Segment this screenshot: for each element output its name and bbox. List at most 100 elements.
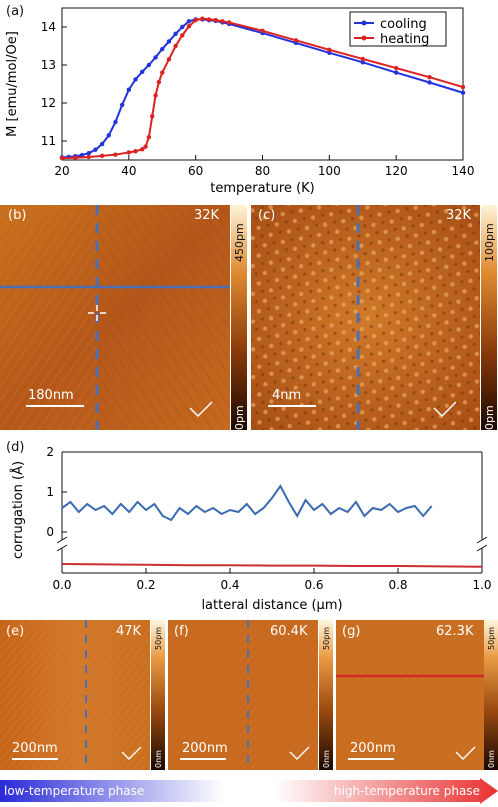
panel-f-scale-bar: [180, 758, 226, 760]
legend-box: [349, 11, 447, 47]
data-point-heating: [460, 84, 466, 90]
data-point-cooling: [133, 77, 138, 82]
data-point-heating: [143, 144, 148, 149]
x-tick-label: 0.8: [388, 578, 407, 592]
panel-e-scale-bar: [12, 758, 58, 760]
data-point-cooling: [119, 102, 125, 108]
data-point-heating: [166, 57, 172, 62]
data-point-heating: [206, 17, 212, 22]
y-tick-label: 11: [41, 134, 56, 148]
data-point-heating: [86, 154, 91, 160]
data-point-heating: [293, 38, 299, 43]
data-point-heating: [220, 19, 225, 24]
y-axis-title: M [emu/mol/Oe]: [5, 31, 20, 137]
data-point-cooling: [166, 39, 172, 44]
panel-g-cbar-bottom: 0nm: [487, 750, 496, 768]
panel-f-cbar-top: 50pm: [322, 626, 331, 650]
corrugation-profile-low-temp: [61, 484, 433, 522]
y-tick-label: 12: [41, 96, 56, 110]
data-point-heating: [200, 16, 205, 21]
y-tick-label: 1: [46, 485, 54, 499]
y-tick-label: 13: [41, 58, 56, 72]
panel-f-label: (f): [174, 624, 189, 639]
data-point-cooling: [460, 90, 466, 95]
panel-f-scale-label: 200nm: [182, 741, 228, 756]
panel-c-cbar-top: 100pm: [483, 223, 496, 262]
panel-c-temperature: 32K: [446, 208, 472, 223]
panel-g-scale-bar: [348, 758, 394, 760]
panel-g-temperature: 62.3K: [436, 624, 474, 639]
x-tick-label: 100: [318, 164, 341, 178]
data-point-cooling: [140, 69, 145, 75]
data-point-heating: [153, 93, 158, 98]
data-point-cooling: [79, 152, 85, 158]
panel-b-label: (b): [8, 208, 27, 223]
panel-b-temperature: 32K: [194, 208, 220, 223]
panel-b-cbar-bottom: 0pm: [233, 405, 246, 430]
panel-b-scale-label: 180nm: [28, 388, 74, 403]
data-point-cooling: [427, 80, 432, 85]
panel-e-label: (e): [6, 624, 25, 639]
data-point-heating: [59, 155, 65, 161]
data-point-cooling: [160, 46, 165, 52]
panel-g-cbar-top: 50pm: [487, 626, 496, 650]
stm-image-b: [0, 205, 247, 430]
data-point-cooling: [360, 60, 365, 65]
legend-marker-heating: [361, 35, 367, 41]
y-axis-title: corrugation (Å): [10, 461, 26, 559]
data-point-cooling: [327, 50, 332, 56]
panel-e-cbar-bottom: 0nm: [154, 750, 163, 768]
axis-break-mark: [476, 544, 488, 552]
data-point-cooling: [113, 119, 118, 125]
data-point-cooling: [153, 55, 158, 60]
data-point-heating: [327, 47, 332, 52]
x-tick-label: 0.6: [304, 578, 323, 592]
x-tick-label: 40: [121, 164, 136, 178]
data-point-cooling: [180, 24, 185, 30]
panel-c-label: (c): [258, 208, 276, 223]
data-point-heating: [260, 28, 265, 33]
panel-d-label: (d): [6, 440, 25, 455]
panel-g-scale-label: 200nm: [350, 741, 396, 756]
axis-break-mark: [56, 544, 68, 552]
data-point-heating: [99, 153, 105, 159]
corrugation-chart: 0 1 2 0.0 0.2 0.4 0.6 0.8 1.0 latteral distance (…: [10, 445, 492, 613]
data-point-heating: [360, 56, 365, 62]
data-point-cooling: [93, 147, 98, 152]
data-point-heating: [113, 152, 118, 157]
data-point-heating: [146, 135, 152, 140]
legend-label-cooling: cooling: [380, 17, 427, 32]
x-tick-label: 80: [255, 164, 270, 178]
legend-label-heating: heating: [380, 32, 429, 47]
data-point-heating: [156, 79, 162, 85]
panel-g-label: (g): [342, 624, 361, 639]
stm-image-c: [251, 205, 497, 430]
phase-arrow-bar: [0, 778, 498, 804]
data-point-cooling: [86, 150, 91, 156]
data-point-heating: [393, 65, 399, 71]
data-point-heating: [213, 17, 218, 23]
data-point-cooling: [173, 31, 178, 37]
data-point-cooling: [106, 133, 111, 138]
data-point-cooling: [126, 87, 132, 92]
x-axis-title: latteral distance (µm): [201, 598, 342, 613]
axis-break-mark: [476, 536, 488, 544]
data-point-cooling: [146, 62, 152, 68]
data-point-heating: [73, 155, 78, 160]
x-tick-label: 0.2: [136, 578, 155, 592]
x-tick-label: 140: [452, 164, 475, 178]
stm-images-efg: [0, 620, 498, 770]
x-tick-label: 60: [188, 164, 203, 178]
y-tick-label: 0: [46, 525, 54, 539]
panel-f-temperature: 60.4K: [270, 624, 308, 639]
data-point-heating: [160, 70, 165, 75]
data-point-heating: [173, 43, 178, 49]
x-axis-title: temperature (K): [210, 181, 315, 196]
data-point-heating: [180, 33, 185, 38]
magnetization-chart: 20 40 60 80 100 120 140 11 12 13 14 temperature (K)…: [5, 7, 475, 196]
data-point-heating: [193, 17, 198, 23]
data-point-cooling: [186, 19, 192, 24]
x-tick-label: 1.0: [472, 578, 491, 592]
data-point-heating: [226, 20, 232, 25]
panel-c-scale-label: 4nm: [272, 388, 302, 403]
